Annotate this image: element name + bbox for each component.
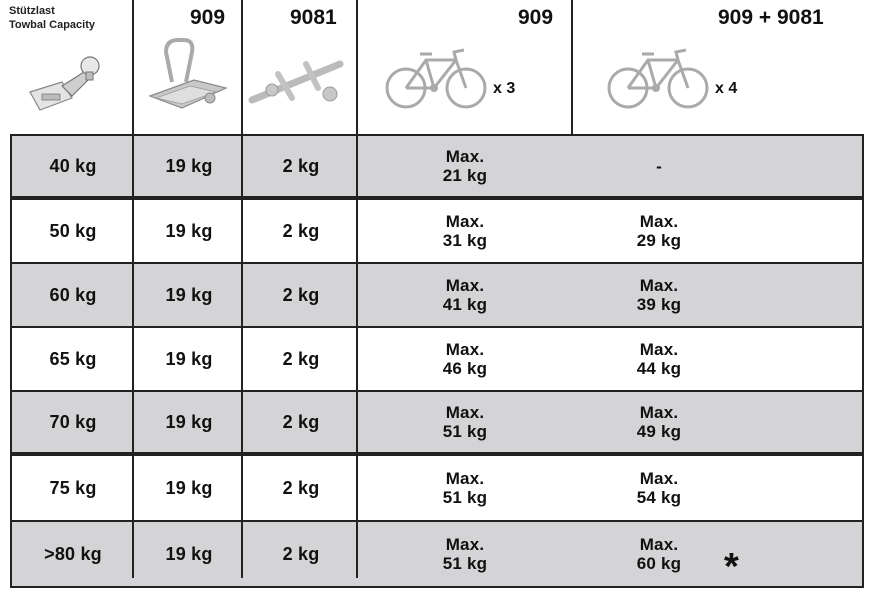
weight-9081-cell: 2 kg bbox=[282, 155, 320, 176]
towbar-hitch-icon bbox=[29, 56, 100, 111]
towbar-capacity-cell: >80 kg bbox=[44, 543, 102, 564]
max-load-3-bikes-cell: Max. 51 kg bbox=[358, 522, 572, 586]
max-load-3-bikes-cell: Max. 51 kg bbox=[358, 392, 572, 452]
max-value: 54 kg bbox=[636, 488, 682, 507]
weight-909-cell: 19 kg bbox=[165, 284, 213, 305]
max-value: 46 kg bbox=[442, 359, 488, 378]
weight-9081-cell: 2 kg bbox=[282, 220, 320, 241]
bike-count-x3: x 3 bbox=[493, 80, 516, 97]
towbar-capacity-cell: 40 kg bbox=[49, 155, 97, 176]
max-label: Max. bbox=[639, 276, 679, 295]
col-header-909-9081-bikes: 909 + 9081 bbox=[718, 6, 824, 29]
column-divider bbox=[241, 0, 243, 578]
max-load-4-bikes-cell: Max. 60 kg bbox=[572, 522, 746, 586]
max-label: Max. bbox=[639, 403, 679, 422]
max-value: 21 kg bbox=[442, 166, 488, 185]
max-value: 29 kg bbox=[636, 231, 682, 250]
table-row: 75 kg 19 kg 2 kg Max. 51 kg Max. 54 kg bbox=[10, 454, 864, 522]
column-divider bbox=[132, 0, 134, 578]
max-value: 31 kg bbox=[442, 231, 488, 250]
bicycle-icon bbox=[607, 48, 709, 109]
col-header-909: 909 bbox=[190, 6, 226, 29]
max-load-3-bikes-cell: Max. 51 kg bbox=[358, 456, 572, 520]
towbar-capacity-cell: 50 kg bbox=[49, 220, 97, 241]
col-header-909-bikes: 909 bbox=[518, 6, 554, 29]
max-value: 51 kg bbox=[442, 422, 488, 441]
max-load-4-bikes-cell: Max. 49 kg bbox=[572, 392, 746, 452]
max-value: - bbox=[656, 156, 662, 176]
max-label: Max. bbox=[445, 340, 485, 359]
towbar-capacity-cell: 70 kg bbox=[49, 411, 97, 432]
max-label: Max. bbox=[445, 469, 485, 488]
weight-909-cell: 19 kg bbox=[165, 477, 213, 498]
column-divider bbox=[571, 0, 573, 136]
max-label: Max. bbox=[639, 469, 679, 488]
table-row: 60 kg 19 kg 2 kg Max. 41 kg Max. 39 kg bbox=[10, 262, 864, 328]
table-row: 50 kg 19 kg 2 kg Max. 31 kg Max. 29 kg bbox=[10, 198, 864, 264]
max-load-3-bikes-cell: Max. 41 kg bbox=[358, 264, 572, 326]
max-value: 51 kg bbox=[442, 554, 488, 573]
max-load-4-bikes-cell: Max. 39 kg bbox=[572, 264, 746, 326]
max-value: 49 kg bbox=[636, 422, 682, 441]
capacity-label-de: Stützlast bbox=[9, 5, 55, 17]
weight-9081-cell: 2 kg bbox=[282, 477, 320, 498]
bicycle-icon bbox=[385, 48, 487, 109]
weight-9081-cell: 2 kg bbox=[282, 543, 320, 564]
towbar-capacity-cell: 60 kg bbox=[49, 284, 97, 305]
max-load-4-bikes-cell: Max. 29 kg bbox=[572, 200, 746, 262]
max-value: 41 kg bbox=[442, 295, 488, 314]
weight-9081-cell: 2 kg bbox=[282, 348, 320, 369]
footnote-asterisk: * bbox=[724, 546, 739, 588]
weight-9081-cell: 2 kg bbox=[282, 411, 320, 432]
weight-9081-cell: 2 kg bbox=[282, 284, 320, 305]
max-label: Max. bbox=[639, 535, 679, 554]
bike-count-x4: x 4 bbox=[715, 80, 738, 97]
max-label: Max. bbox=[445, 403, 485, 422]
table-row: 70 kg 19 kg 2 kg Max. 51 kg Max. 49 kg bbox=[10, 390, 864, 454]
towbar-capacity-label: Stützlast Towbal Capacity bbox=[9, 4, 95, 32]
towbar-capacity-cell: 75 kg bbox=[49, 477, 97, 498]
max-load-3-bikes-cell: Max. 46 kg bbox=[358, 328, 572, 390]
max-label: Max. bbox=[639, 340, 679, 359]
extension-9081-icon bbox=[248, 60, 344, 104]
max-label: Max. bbox=[445, 212, 485, 231]
table-row: 40 kg 19 kg 2 kg Max. 21 kg - bbox=[10, 134, 864, 198]
max-label: Max. bbox=[639, 212, 679, 231]
weight-909-cell: 19 kg bbox=[165, 348, 213, 369]
max-load-4-bikes-cell: Max. 44 kg bbox=[572, 328, 746, 390]
max-label: Max. bbox=[445, 147, 485, 166]
max-value: 51 kg bbox=[442, 488, 488, 507]
column-divider bbox=[356, 0, 358, 578]
weight-909-cell: 19 kg bbox=[165, 155, 213, 176]
max-load-4-bikes-cell: - bbox=[572, 136, 746, 196]
table-row: 65 kg 19 kg 2 kg Max. 46 kg Max. 44 kg bbox=[10, 326, 864, 392]
bike-carrier-909-icon bbox=[148, 38, 228, 109]
max-label: Max. bbox=[445, 535, 485, 554]
max-value: 44 kg bbox=[636, 359, 682, 378]
table-row: >80 kg 19 kg 2 kg Max. 51 kg Max. 60 kg * bbox=[10, 520, 864, 588]
weight-909-cell: 19 kg bbox=[165, 411, 213, 432]
weight-909-cell: 19 kg bbox=[165, 220, 213, 241]
max-value: 60 kg bbox=[636, 554, 682, 573]
max-load-3-bikes-cell: Max. 21 kg bbox=[358, 136, 572, 196]
towbar-capacity-cell: 65 kg bbox=[49, 348, 97, 369]
weight-909-cell: 19 kg bbox=[165, 543, 213, 564]
max-value: 39 kg bbox=[636, 295, 682, 314]
max-label: Max. bbox=[445, 276, 485, 295]
col-header-9081: 9081 bbox=[290, 6, 337, 29]
max-load-4-bikes-cell: Max. 54 kg bbox=[572, 456, 746, 520]
max-load-3-bikes-cell: Max. 31 kg bbox=[358, 200, 572, 262]
capacity-label-en: Towbal Capacity bbox=[9, 19, 95, 31]
